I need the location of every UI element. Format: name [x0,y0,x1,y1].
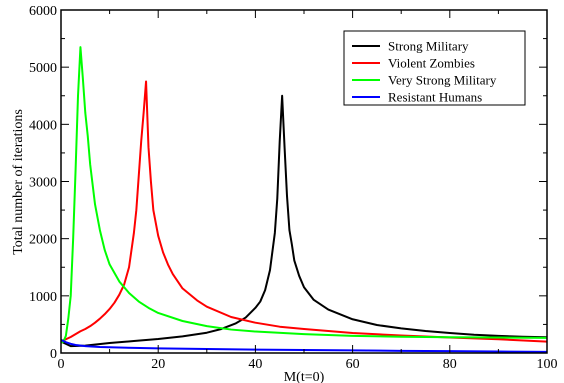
x-tick-label: 80 [443,357,457,372]
y-tick-label: 4000 [29,118,57,133]
legend-label-1: Violent Zombies [388,56,475,71]
series-line-0 [61,94,547,348]
y-axis-title: Total number of iterations [11,109,26,255]
x-tick-label: 100 [537,357,558,372]
series-line-2 [61,46,547,344]
legend-box [343,30,526,106]
legend-label-3: Resistant Humans [388,90,482,105]
y-tick-label: 2000 [29,233,57,248]
series-layer [61,46,547,353]
x-tick-label: 40 [248,357,262,372]
y-tick-label: 0 [50,347,57,362]
x-axis-title: M(t=0) [284,370,325,383]
y-tick-label: 1000 [29,290,57,305]
x-tick-label: 0 [58,357,65,372]
y-tick-label: 3000 [29,176,57,191]
legend-label-0: Strong Military [388,39,469,54]
ticks-layer [60,9,548,354]
x-tick-label: 20 [151,357,165,372]
legend-label-2: Very Strong Military [388,73,497,88]
y-tick-label: 6000 [29,4,57,19]
legend: Strong Military Violent Zombies Very Stron… [343,30,526,106]
y-tick-label: 5000 [29,61,57,76]
series-line-1 [61,80,547,343]
x-tick-label: 60 [346,357,360,372]
